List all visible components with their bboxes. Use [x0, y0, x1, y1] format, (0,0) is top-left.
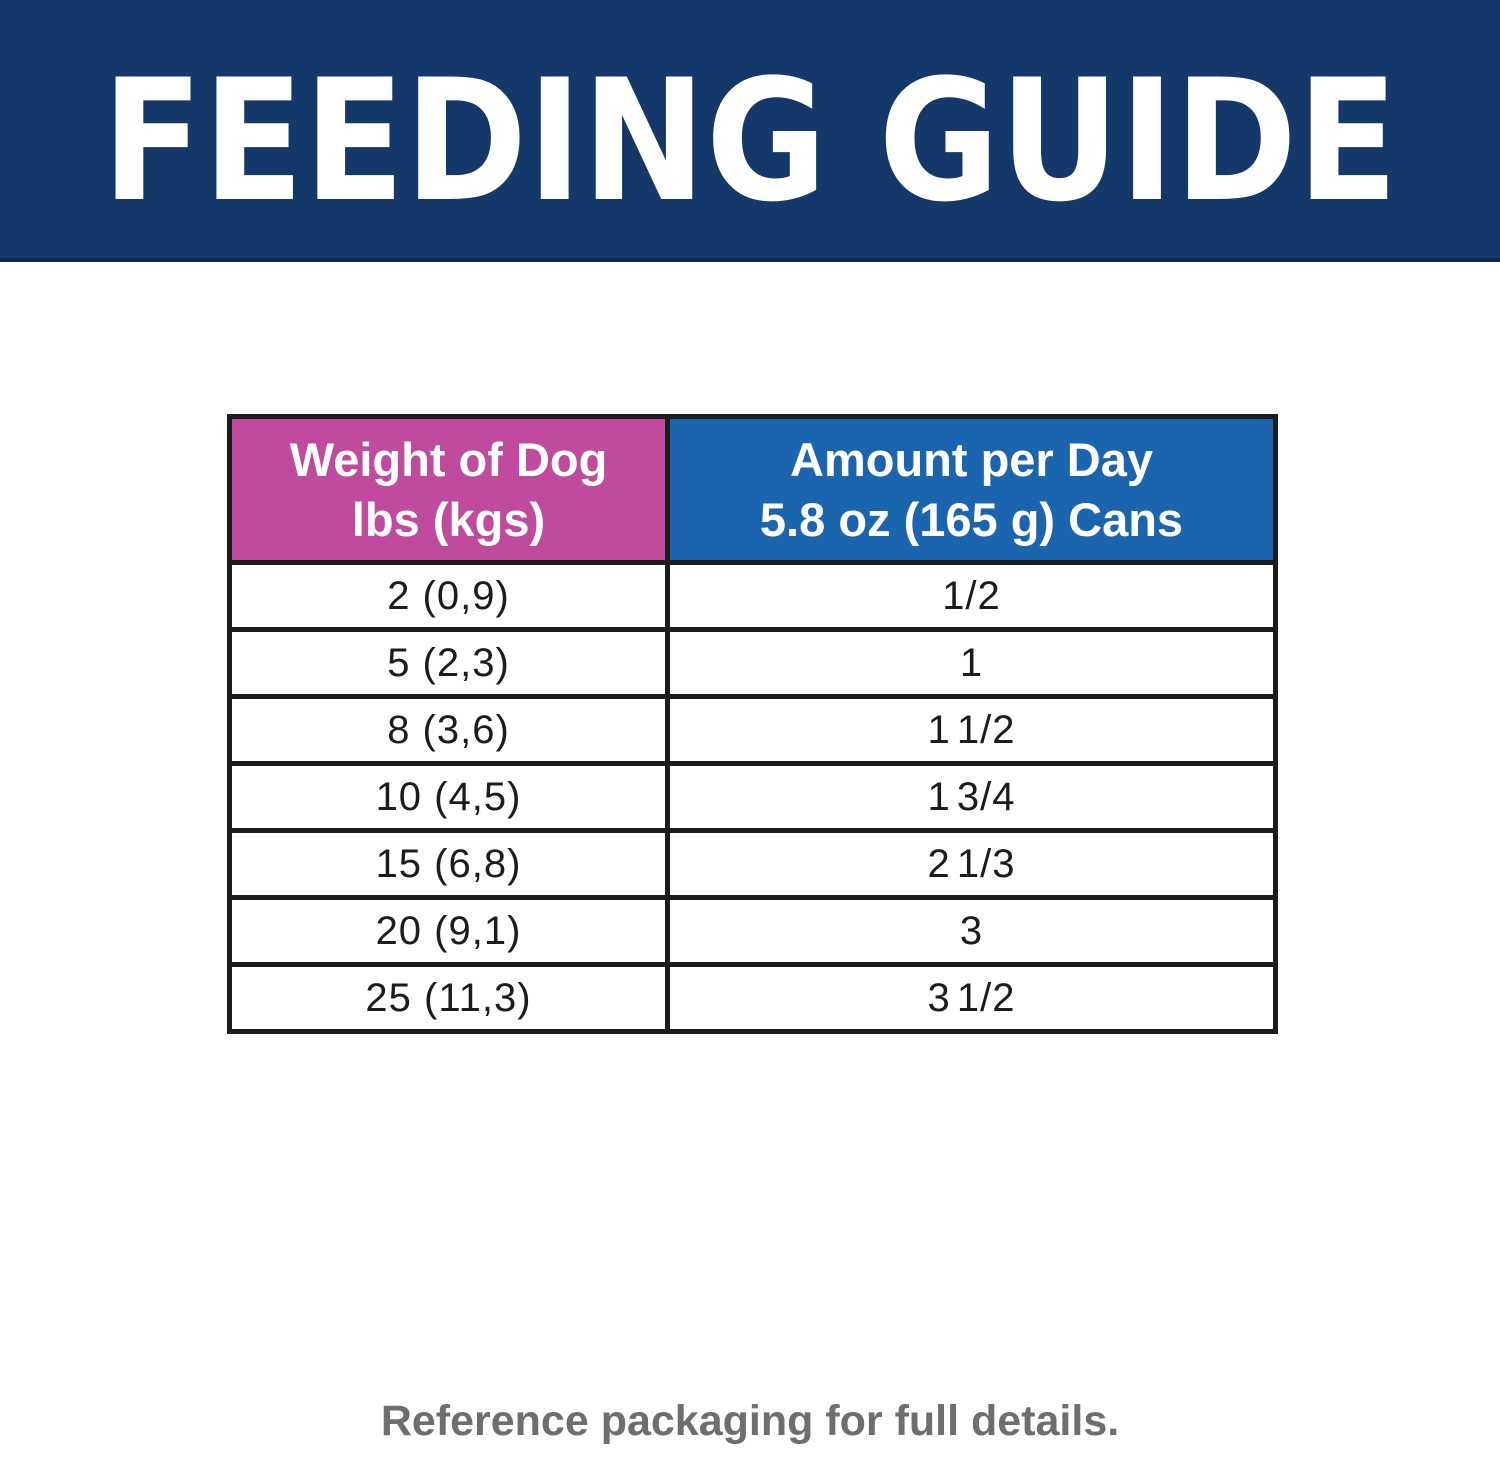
table-row: 20 (9,1) 3 — [227, 895, 1278, 967]
weight-cell: 5 (2,3) — [227, 627, 670, 699]
feeding-table-wrap: Weight of Dog lbs (kgs) Amount per Day 5… — [227, 414, 1278, 1034]
feeding-table: Weight of Dog lbs (kgs) Amount per Day 5… — [227, 414, 1278, 1034]
weight-cell: 8 (3,6) — [227, 694, 670, 766]
amount-cell: 2 1/3 — [665, 828, 1278, 900]
amount-cell: 1/2 — [665, 560, 1278, 632]
amount-column-header: Amount per Day 5.8 oz (165 g) Cans — [665, 414, 1278, 565]
amount-cell: 3 — [665, 895, 1278, 967]
table-row: 15 (6,8) 2 1/3 — [227, 828, 1278, 900]
weight-cell: 20 (9,1) — [227, 895, 670, 967]
footer-note: Reference packaging for full details. — [380, 1397, 1120, 1445]
amount-header-line2: 5.8 oz (165 g) Cans — [759, 492, 1184, 546]
amount-cell: 1 1/2 — [665, 694, 1278, 766]
table-row: 5 (2,3) 1 — [227, 627, 1278, 699]
title-banner-svg: FEEDING GUIDE — [102, 43, 1398, 239]
amount-cell: 1 3/4 — [665, 761, 1278, 833]
amount-cell: 1 — [665, 627, 1278, 699]
weight-header-line2: lbs (kgs) — [351, 492, 546, 546]
weight-column-header: Weight of Dog lbs (kgs) — [227, 414, 670, 565]
amount-cell: 3 1/2 — [665, 962, 1278, 1034]
header-row: Weight of Dog lbs (kgs) Amount per Day 5… — [227, 414, 1278, 565]
weight-cell: 15 (6,8) — [227, 828, 670, 900]
weight-cell: 25 (11,3) — [227, 962, 670, 1034]
table-row: 25 (11,3) 3 1/2 — [227, 962, 1278, 1034]
table-row: 2 (0,9) 1/2 — [227, 560, 1278, 632]
table-row: 10 (4,5) 1 3/4 — [227, 761, 1278, 833]
page-title: FEEDING GUIDE — [102, 43, 1398, 239]
weight-header-line1: Weight of Dog — [289, 432, 608, 486]
title-banner: FEEDING GUIDE — [0, 0, 1500, 262]
weight-cell: 10 (4,5) — [227, 761, 670, 833]
table-row: 8 (3,6) 1 1/2 — [227, 694, 1278, 766]
amount-header-line1: Amount per Day — [790, 432, 1153, 486]
weight-cell: 2 (0,9) — [227, 560, 670, 632]
